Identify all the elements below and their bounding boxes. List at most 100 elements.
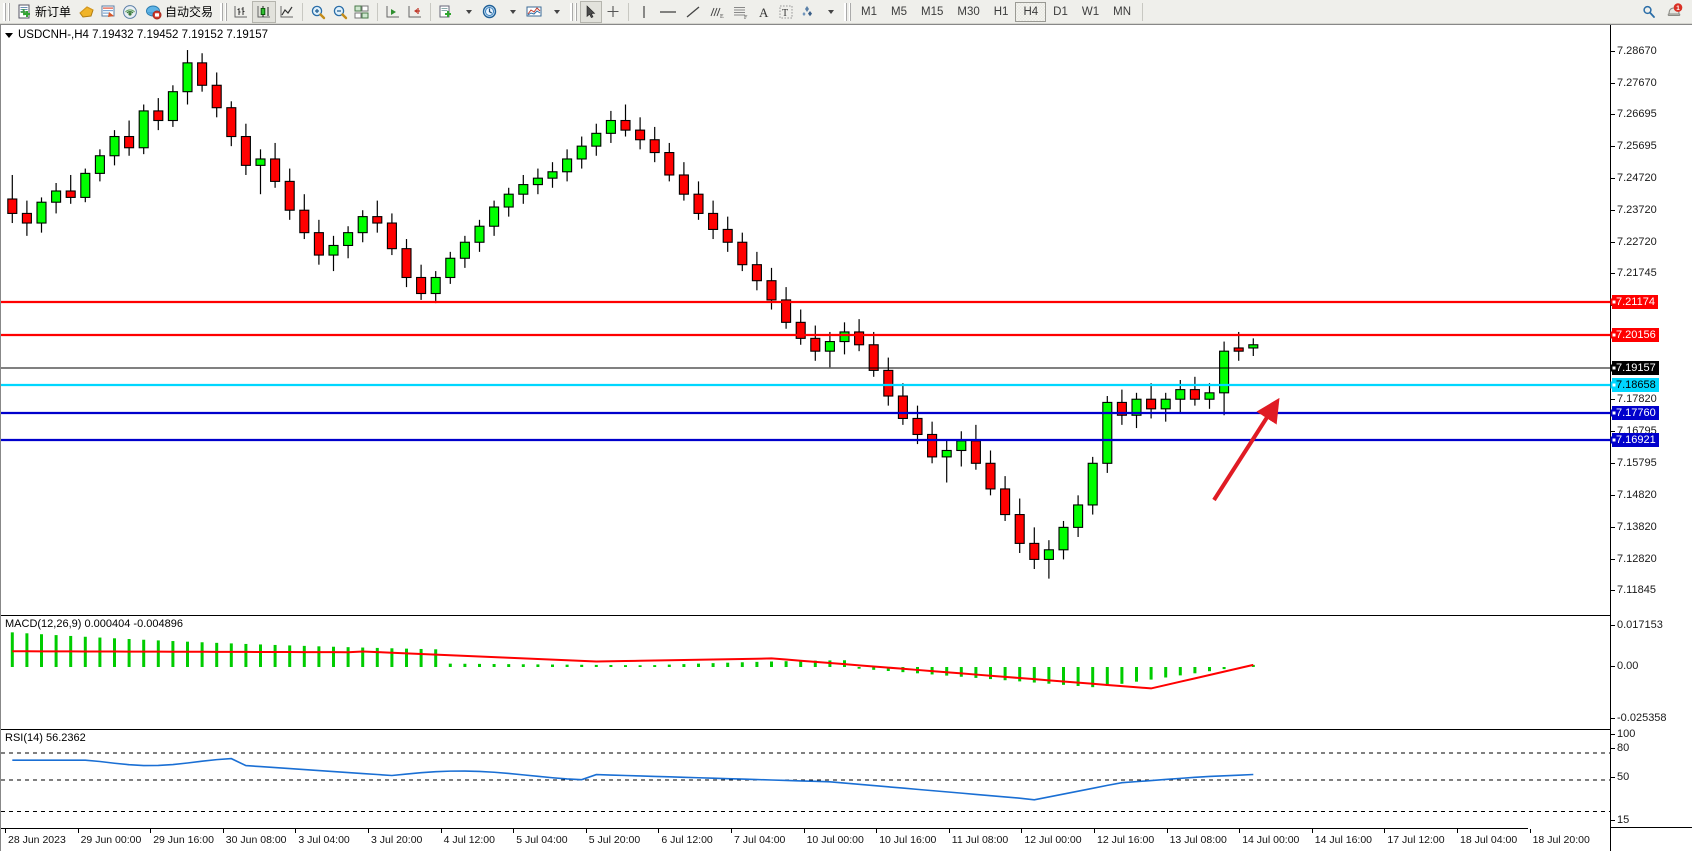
- chart-window[interactable]: 7.28670 7.27670 7.26695 7.25695 7.24720 7.237…: [0, 24, 1692, 851]
- cursor-icon: [586, 4, 596, 18]
- candle-body: [766, 280, 777, 301]
- candle-body: [839, 331, 850, 343]
- time-tick: [1239, 829, 1241, 833]
- cyan-level-line-badge[interactable]: 7.18658: [1612, 378, 1659, 392]
- timeframe-h1[interactable]: H1: [987, 2, 1016, 22]
- horizontal-line-button[interactable]: [655, 1, 681, 23]
- time-tick-label: 29 Jun 16:00: [153, 834, 214, 846]
- timeframe-h4[interactable]: H4: [1015, 1, 1047, 22]
- rsi-label: RSI(14) 56.2362: [5, 732, 86, 744]
- zoom-in-button[interactable]: [307, 1, 329, 23]
- templates-icon: [439, 5, 452, 17]
- toolbar-grip-2[interactable]: [220, 2, 228, 21]
- support-line-1-handle[interactable]: [1610, 409, 1618, 417]
- time-tick-label: 11 Jul 08:00: [951, 834, 1009, 846]
- indicators-button[interactable]: [523, 1, 545, 23]
- period-dropdown[interactable]: [501, 1, 523, 23]
- macd-pane[interactable]: MACD(12,26,9) 0.000404 -0.004896: [1, 615, 1610, 728]
- crosshair-button[interactable]: [602, 1, 624, 23]
- toolbar-grip-1[interactable]: [3, 2, 10, 21]
- support-line-1-badge[interactable]: 7.17760: [1612, 406, 1659, 420]
- time-tick: [658, 829, 660, 833]
- support-line-2-badge[interactable]: 7.16921: [1612, 433, 1659, 447]
- rsi-line: [12, 757, 1254, 801]
- text-button[interactable]: A: [753, 1, 775, 23]
- candle-body: [503, 193, 514, 208]
- candle-body: [94, 155, 105, 174]
- timeframe-m15[interactable]: M15: [914, 2, 950, 22]
- candle-body: [985, 462, 996, 490]
- price-tick-label: 7.24720: [1617, 171, 1657, 184]
- candle-body: [459, 241, 470, 259]
- line-chart-button[interactable]: [276, 1, 298, 23]
- cursor-button[interactable]: [580, 0, 603, 23]
- price-scale[interactable]: 7.28670 7.27670 7.26695 7.25695 7.24720 7.237…: [1610, 25, 1692, 851]
- fibonacci-button[interactable]: F: [729, 1, 753, 23]
- time-tick: [150, 829, 152, 833]
- zoom-in-icon: [311, 5, 326, 19]
- resistance-line-2-handle[interactable]: [1610, 331, 1618, 339]
- candle-body: [343, 232, 354, 247]
- price-pane[interactable]: [1, 25, 1610, 614]
- tile-windows-button[interactable]: [351, 1, 373, 23]
- candle-body: [109, 135, 120, 157]
- candlestick-chart-button[interactable]: [252, 0, 277, 23]
- trendline-button[interactable]: [681, 1, 705, 23]
- main-toolbar: 新订单: [0, 0, 1692, 24]
- time-tick: [803, 829, 805, 833]
- chart-shift-button[interactable]: [382, 1, 404, 23]
- new-order-button[interactable]: 新订单: [13, 1, 75, 23]
- timeframe-d1[interactable]: D1: [1046, 2, 1075, 22]
- time-tick-label: 3 Jul 20:00: [371, 834, 423, 846]
- terminal-button[interactable]: [97, 1, 119, 23]
- candle-body: [299, 209, 310, 234]
- shapes-dropdown[interactable]: [819, 1, 841, 23]
- text-label-icon: T: [779, 5, 793, 19]
- signals-icon: [122, 4, 137, 19]
- bullish-trend-arrow[interactable]: [1212, 397, 1280, 502]
- current-price-line-badge[interactable]: 7.19157: [1612, 361, 1659, 375]
- templates-dropdown[interactable]: [457, 1, 479, 23]
- autoscroll-button[interactable]: [404, 1, 426, 23]
- resistance-line-1-handle[interactable]: [1610, 298, 1618, 306]
- bar-chart-button[interactable]: [230, 1, 252, 23]
- chart-plot-area[interactable]: USDCNH-,H4 7.19432 7.19452 7.19152 7.191…: [1, 25, 1610, 851]
- signals-button[interactable]: [119, 1, 141, 23]
- candle-body: [927, 433, 938, 458]
- indicators-dropdown[interactable]: [545, 1, 567, 23]
- toolbar-grip-3[interactable]: [570, 2, 578, 21]
- support-line-2-handle[interactable]: [1610, 436, 1618, 444]
- vertical-line-button[interactable]: [633, 1, 655, 23]
- candle-body: [226, 107, 237, 138]
- shapes-button[interactable]: [797, 1, 819, 23]
- period-button[interactable]: [479, 1, 501, 23]
- zoom-out-button[interactable]: [329, 1, 351, 23]
- timeframe-mn[interactable]: MN: [1106, 2, 1138, 22]
- search-button[interactable]: [1638, 1, 1660, 23]
- candle-body: [328, 244, 339, 256]
- templates-button[interactable]: [435, 1, 457, 23]
- price-tick-label: 7.12820: [1617, 552, 1657, 565]
- timeframe-m1[interactable]: M1: [854, 2, 884, 22]
- resistance-line-2-badge[interactable]: 7.20156: [1612, 328, 1659, 342]
- autotrading-button[interactable]: 自动交易: [141, 1, 217, 23]
- resistance-line-1-badge[interactable]: 7.21174: [1612, 295, 1658, 309]
- candle-body: [708, 212, 719, 230]
- current-price-line-handle[interactable]: [1610, 364, 1618, 372]
- timeframe-m30[interactable]: M30: [950, 2, 986, 22]
- alerts-button[interactable]: 1: [1662, 1, 1686, 23]
- text-label-button[interactable]: T: [775, 1, 797, 23]
- toolbar-grip-4[interactable]: [844, 2, 852, 21]
- toolbar-separator-5: [1142, 2, 1143, 21]
- timeframe-w1[interactable]: W1: [1075, 2, 1106, 22]
- elliott-wave-button[interactable]: E: [705, 1, 729, 23]
- time-tick: [1311, 829, 1313, 833]
- cyan-level-line-handle[interactable]: [1610, 381, 1618, 389]
- rsi-pane[interactable]: RSI(14) 56.2362: [1, 729, 1610, 839]
- vertical-line-icon: [643, 5, 645, 18]
- elliott-wave-icon: E: [710, 7, 724, 20]
- time-scale[interactable]: 28 Jun 2023 29 Jun 00:00 29 Jun 16:00 30 Ju…: [1, 828, 1590, 851]
- expert-advisor-button[interactable]: [75, 1, 97, 23]
- timeframe-m5[interactable]: M5: [884, 2, 914, 22]
- indicator-tick: [1611, 718, 1615, 719]
